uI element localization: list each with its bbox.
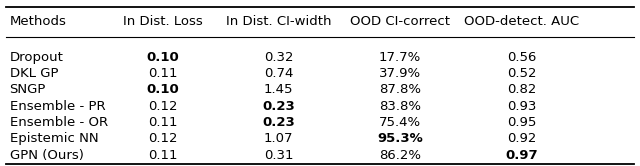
Text: 0.97: 0.97 bbox=[506, 149, 538, 162]
Text: Ensemble - OR: Ensemble - OR bbox=[10, 116, 108, 129]
Text: 17.7%: 17.7% bbox=[379, 51, 421, 64]
Text: 0.74: 0.74 bbox=[264, 67, 293, 80]
Text: 0.23: 0.23 bbox=[262, 116, 295, 129]
Text: 0.92: 0.92 bbox=[507, 132, 536, 145]
Text: 0.11: 0.11 bbox=[148, 116, 178, 129]
Text: 0.93: 0.93 bbox=[507, 100, 536, 113]
Text: 0.12: 0.12 bbox=[148, 132, 178, 145]
Text: 0.82: 0.82 bbox=[507, 83, 536, 96]
Text: Dropout: Dropout bbox=[10, 51, 63, 64]
Text: 0.10: 0.10 bbox=[147, 83, 180, 96]
Text: 86.2%: 86.2% bbox=[379, 149, 421, 162]
Text: 0.12: 0.12 bbox=[148, 100, 178, 113]
Text: 1.45: 1.45 bbox=[264, 83, 293, 96]
Text: 0.11: 0.11 bbox=[148, 67, 178, 80]
Text: 0.31: 0.31 bbox=[264, 149, 293, 162]
Text: 0.10: 0.10 bbox=[147, 51, 180, 64]
Text: Methods: Methods bbox=[10, 15, 67, 28]
Text: 83.8%: 83.8% bbox=[379, 100, 421, 113]
Text: In Dist. CI-width: In Dist. CI-width bbox=[226, 15, 331, 28]
Text: Ensemble - PR: Ensemble - PR bbox=[10, 100, 105, 113]
Text: SNGP: SNGP bbox=[10, 83, 46, 96]
Text: 1.07: 1.07 bbox=[264, 132, 293, 145]
Text: 87.8%: 87.8% bbox=[379, 83, 421, 96]
Text: OOD CI-correct: OOD CI-correct bbox=[350, 15, 450, 28]
Text: 0.11: 0.11 bbox=[148, 149, 178, 162]
Text: Epistemic NN: Epistemic NN bbox=[10, 132, 98, 145]
Text: OOD-detect. AUC: OOD-detect. AUC bbox=[464, 15, 579, 28]
Text: 0.52: 0.52 bbox=[507, 67, 536, 80]
Text: 0.56: 0.56 bbox=[507, 51, 536, 64]
Text: GPN (Ours): GPN (Ours) bbox=[10, 149, 83, 162]
Text: 95.3%: 95.3% bbox=[377, 132, 423, 145]
Text: 0.95: 0.95 bbox=[507, 116, 536, 129]
Text: 0.32: 0.32 bbox=[264, 51, 293, 64]
Text: 37.9%: 37.9% bbox=[379, 67, 421, 80]
Text: In Dist. Loss: In Dist. Loss bbox=[124, 15, 203, 28]
Text: 0.23: 0.23 bbox=[262, 100, 295, 113]
Text: 75.4%: 75.4% bbox=[379, 116, 421, 129]
Text: DKL GP: DKL GP bbox=[10, 67, 58, 80]
